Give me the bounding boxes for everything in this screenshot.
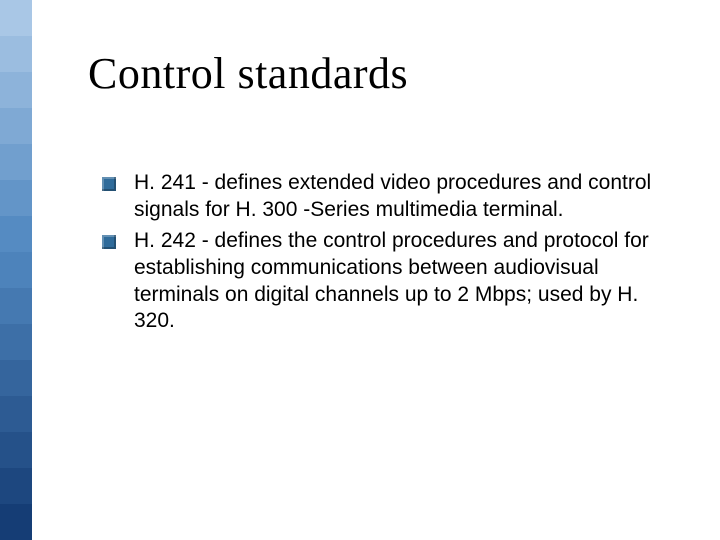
sidebar-band	[0, 180, 32, 216]
sidebar-band	[0, 324, 32, 360]
sidebar-band	[0, 504, 32, 540]
bullet-text: H. 242 - defines the control procedures …	[134, 228, 672, 336]
sidebar-band	[0, 216, 32, 252]
sidebar-band	[0, 108, 32, 144]
bullet-icon	[102, 177, 116, 191]
slide-body: H. 241 - defines extended video procedur…	[102, 170, 672, 339]
sidebar-band	[0, 396, 32, 432]
sidebar-band	[0, 468, 32, 504]
list-item: H. 241 - defines extended video procedur…	[102, 170, 672, 224]
bullet-text: H. 241 - defines extended video procedur…	[134, 170, 672, 224]
bullet-icon	[102, 235, 116, 249]
sidebar-band	[0, 144, 32, 180]
sidebar-band	[0, 288, 32, 324]
sidebar-band	[0, 360, 32, 396]
sidebar-gradient	[0, 0, 32, 540]
sidebar-band	[0, 252, 32, 288]
sidebar-band	[0, 72, 32, 108]
slide: Control standards H. 241 - defines exten…	[0, 0, 720, 540]
sidebar-band	[0, 432, 32, 468]
sidebar-band	[0, 0, 32, 36]
list-item: H. 242 - defines the control procedures …	[102, 228, 672, 336]
slide-title: Control standards	[88, 48, 408, 99]
sidebar-band	[0, 36, 32, 72]
